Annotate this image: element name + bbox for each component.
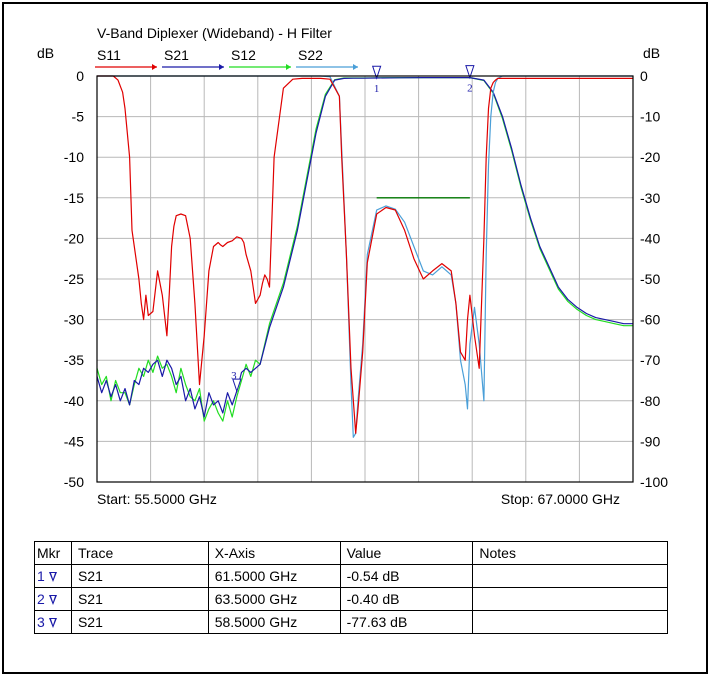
header-mkr: Mkr (34, 541, 72, 565)
marker-triangle (465, 65, 475, 80)
marker-triangle (371, 65, 382, 80)
y-tick-label-left: 0 (76, 68, 84, 84)
y-tick-label-left: -45 (64, 433, 84, 449)
legend: S11 S21 S12 S22 (95, 47, 358, 70)
y-tick-label-right: -90 (640, 433, 660, 449)
value-cell: -0.54 dB (339, 564, 474, 588)
y-tick-label-right: -60 (640, 312, 660, 328)
marker-id: 1 (37, 568, 45, 584)
y-tick-label-right: -10 (640, 109, 660, 125)
x-axis-cell: 58.5000 GHz (207, 610, 341, 634)
start-frequency-label: Start: 55.5000 GHz (97, 491, 217, 507)
chart-title: V-Band Diplexer (Wideband) - H Filter (97, 25, 332, 41)
legend-arrow-s12 (286, 64, 291, 70)
marker-table-header: Mkr Trace X-Axis Value Notes (34, 541, 668, 565)
legend-arrow-s22 (353, 64, 358, 70)
trace-cell: S21 (70, 564, 209, 588)
marker-id: 3 (37, 614, 45, 630)
y-tick-label-right: -80 (640, 393, 660, 409)
legend-label-s21: S21 (164, 47, 189, 63)
table-row: 2 S21 63.5000 GHz -0.40 dB (34, 587, 668, 611)
y-tick-label-right: -70 (640, 352, 660, 368)
x-axis-cell: 61.5000 GHz (207, 564, 341, 588)
markers: 1 2 3 (231, 65, 475, 393)
legend-label-s22: S22 (298, 47, 323, 63)
y-tick-label-right: -50 (640, 271, 660, 287)
y-tick-label-right: -100 (640, 474, 668, 490)
y-tick-labels-right: 0 -10 -20 -30 -40 -50 -60 -70 -80 -90 -100 (640, 68, 668, 490)
y-tick-label-left: -25 (64, 271, 84, 287)
marker-1: 1 (371, 65, 382, 95)
marker-triangle-icon (48, 572, 57, 582)
legend-label-s12: S12 (231, 47, 256, 63)
marker-number: 1 (374, 83, 380, 95)
y-tick-label-right: 0 (640, 68, 648, 84)
y-tick-label-right: -30 (640, 190, 660, 206)
marker-id: 2 (37, 591, 45, 607)
marker-triangle-icon (48, 618, 57, 628)
y-tick-labels-left: 0 -5 -10 -15 -20 -25 -30 -35 -40 -45 -50 (64, 68, 84, 490)
value-cell: -0.40 dB (339, 587, 474, 611)
legend-arrow-s11 (152, 64, 157, 70)
y-tick-label-right: -40 (640, 230, 660, 246)
y-tick-label-left: -15 (64, 190, 84, 206)
notes-cell (472, 564, 668, 588)
right-axis-unit: dB (643, 45, 660, 61)
trace-s11 (97, 75, 633, 434)
y-tick-label-left: -30 (64, 312, 84, 328)
value-cell: -77.63 dB (339, 610, 474, 634)
marker-id-cell: 1 (34, 564, 72, 588)
marker-number: 2 (467, 83, 473, 95)
y-tick-label-left: -20 (64, 230, 84, 246)
marker-triangle (232, 378, 242, 393)
trace-cell: S21 (70, 610, 209, 634)
marker-2: 2 (465, 65, 475, 95)
grid (97, 76, 633, 482)
marker-number: 3 (231, 370, 237, 382)
header-notes: Notes (472, 541, 668, 565)
notes-cell (472, 610, 668, 634)
marker-table: Mkr Trace X-Axis Value Notes 1 S21 61.5000 GHz… (34, 541, 668, 634)
marker-id-cell: 2 (34, 587, 72, 611)
notes-cell (472, 587, 668, 611)
table-row: 3 S21 58.5000 GHz -77.63 dB (34, 610, 668, 634)
y-tick-label-left: -10 (64, 149, 84, 165)
y-tick-label-left: -5 (72, 109, 85, 125)
marker-3: 3 (231, 370, 242, 393)
marker-triangle-icon (48, 595, 57, 605)
traces (96, 75, 633, 438)
stop-frequency-label: Stop: 67.0000 GHz (501, 491, 620, 507)
header-x-axis: X-Axis (207, 541, 341, 565)
y-tick-label-right: -20 (640, 149, 660, 165)
x-axis-cell: 63.5000 GHz (207, 587, 341, 611)
marker-id-cell: 3 (34, 610, 72, 634)
table-row: 1 S21 61.5000 GHz -0.54 dB (34, 564, 668, 588)
legend-arrow-s21 (219, 64, 224, 70)
left-axis-unit: dB (37, 45, 54, 61)
header-trace: Trace (70, 541, 209, 565)
y-tick-label-left: -40 (64, 393, 84, 409)
header-value: Value (339, 541, 474, 565)
legend-label-s11: S11 (97, 47, 121, 63)
plot-border (96, 75, 634, 483)
y-tick-label-left: -50 (64, 474, 84, 490)
trace-cell: S21 (70, 587, 209, 611)
trace-s21 (96, 77, 633, 418)
y-tick-label-left: -35 (64, 352, 84, 368)
